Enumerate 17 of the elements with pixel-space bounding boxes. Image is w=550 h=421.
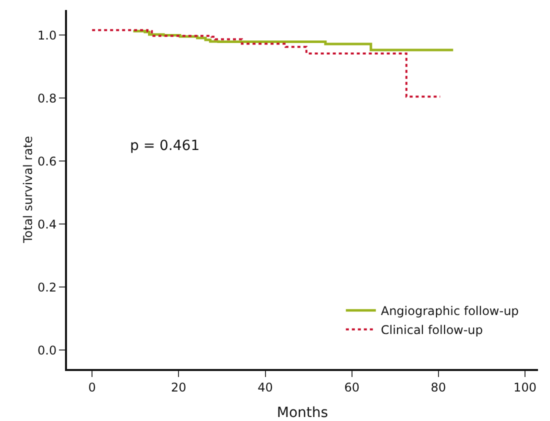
annotation: p = 0.461 (130, 138, 200, 154)
x-tick-label: 100 (514, 380, 536, 394)
y-tick-label: 0.0 (38, 343, 57, 358)
y-tick-label: 0.8 (38, 91, 57, 106)
x-axis-title: Months (276, 405, 328, 421)
y-tick-label: 0.6 (38, 154, 57, 168)
x-tick-label: 60 (344, 380, 360, 394)
y-tick-label: 0.4 (38, 217, 57, 232)
x-tick-label: 40 (258, 380, 273, 394)
y-tick-label: 1.0 (38, 28, 57, 42)
x-tick-label: 80 (430, 380, 446, 394)
x-tick-label: 20 (171, 380, 186, 394)
y-tick-label: 0.2 (38, 280, 57, 294)
legend-label: Clinical follow-up (380, 323, 483, 338)
legend-label: Angiographic follow-up (380, 304, 519, 318)
y-axis-title: Total survival rate (21, 136, 35, 244)
x-tick-label: 0 (88, 380, 96, 394)
